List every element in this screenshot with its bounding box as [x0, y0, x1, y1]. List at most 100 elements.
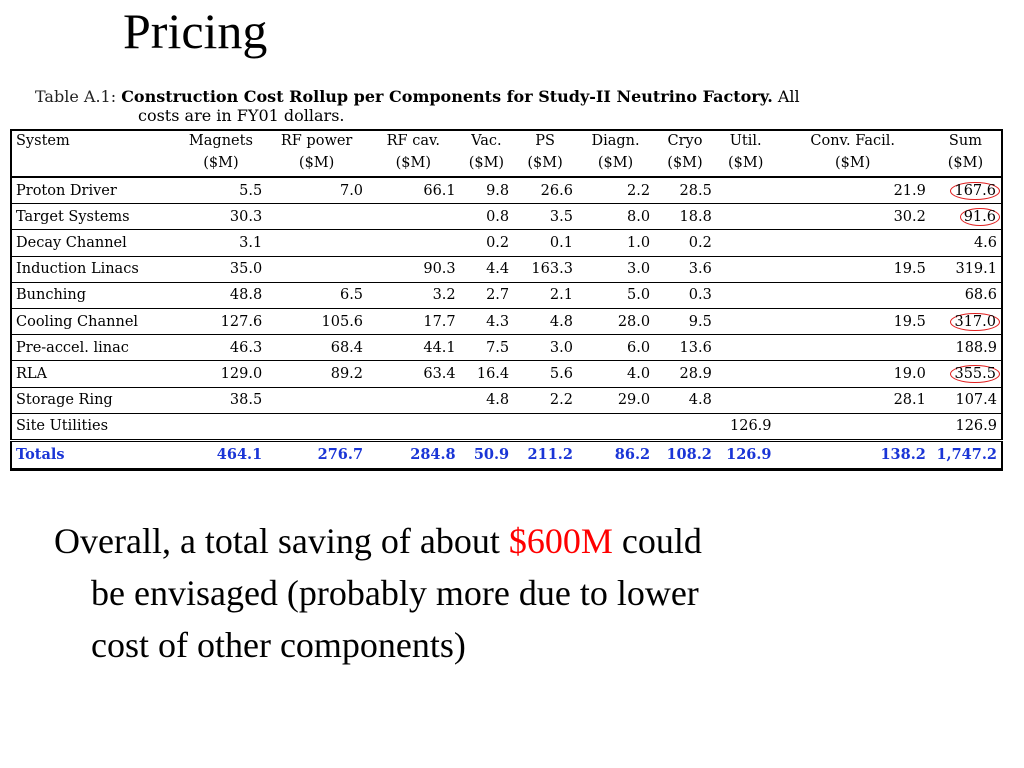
cost-cell: 19.0	[893, 365, 926, 382]
column-unit: ($M)	[597, 155, 634, 171]
cost-cell: 3.1	[239, 234, 263, 251]
cost-cell	[716, 282, 776, 308]
column-header: PS	[535, 133, 555, 149]
system-name-cell: Proton Driver	[16, 182, 117, 199]
table-row: Induction Linacs 35.0 90.3 4.4 163.3 3.0 3.6 19…	[11, 256, 1002, 282]
column-header: Util.	[729, 133, 762, 149]
column-header: Sum	[948, 133, 982, 149]
cost-cell: 126.9	[730, 418, 772, 435]
table-row: Target Systems 30.3 0.8 3.5 8.0 18.8 30.2 91.6	[11, 203, 1002, 230]
system-name-cell: Storage Ring	[16, 392, 113, 409]
table-row: Decay Channel 3.1 0.2 0.1 1.0 0.2 4.6	[11, 229, 1002, 256]
circled-sum: 167.6	[950, 181, 1000, 200]
circled-sum: 355.5	[950, 364, 1000, 383]
cost-cell: 19.5	[893, 261, 926, 278]
system-name-cell: RLA	[16, 365, 48, 382]
cost-cell: 66.1	[423, 182, 456, 199]
column-header: Diagn.	[591, 133, 640, 149]
system-name-cell: Induction Linacs	[16, 261, 139, 278]
cost-cell: 9.8	[486, 182, 510, 199]
column-unit	[11, 154, 176, 177]
system-name-cell: Pre-accel. linac	[16, 339, 129, 356]
column-header: Magnets	[188, 133, 253, 149]
summary-text: Overall, a total saving of about $600M c…	[54, 515, 954, 671]
column-unit: ($M)	[667, 155, 703, 171]
cost-cell	[367, 230, 460, 256]
column-unit: ($M)	[527, 155, 563, 171]
cost-cell	[776, 230, 930, 256]
total-cell: 276.7	[266, 438, 368, 470]
cost-cell: 0.3	[688, 287, 712, 304]
cost-cell: 18.8	[679, 208, 712, 225]
cost-cell: 0.8	[486, 208, 510, 225]
total-cell: 284.8	[367, 438, 460, 470]
cost-cell: 6.0	[627, 339, 651, 356]
cost-cell	[776, 413, 930, 440]
summary-line-2: be envisaged (probably more due to lower	[91, 573, 699, 613]
cost-cell	[716, 204, 776, 230]
cost-cell: 91.6	[930, 204, 1002, 230]
cost-cell: 29.0	[617, 392, 651, 409]
total-cell: 126.9	[715, 438, 776, 470]
cost-cell: 3.5	[549, 208, 573, 225]
total-cell: 1,747.2	[929, 438, 1002, 470]
cost-cell: 4.0	[627, 365, 651, 382]
cost-cell: 38.5	[229, 392, 263, 409]
cost-cell: 28.1	[893, 392, 926, 409]
cost-cell: 2.2	[627, 182, 651, 199]
cost-cell: 126.9	[955, 418, 997, 435]
cost-cell: 167.6	[930, 177, 1002, 204]
system-name-cell: Bunching	[16, 287, 87, 304]
caption-rest: All	[777, 87, 800, 106]
cost-cell	[716, 308, 776, 334]
caption-line-1: Table A.1: Construction Cost Rollup per …	[35, 87, 995, 106]
cost-cell: 89.2	[330, 365, 364, 382]
table-row: Bunching 48.8 6.5 3.2 2.7 2.1 5.0 0.3 68.6	[11, 282, 1002, 308]
cost-cell: 68.4	[330, 339, 364, 356]
column-header: Conv. Facil.	[810, 133, 895, 149]
column-unit: ($M)	[727, 155, 764, 171]
cost-cell: 4.8	[549, 313, 573, 330]
circled-sum: 317.0	[950, 312, 1000, 331]
summary-line-3: cost of other components)	[91, 625, 466, 665]
cost-cell	[367, 413, 460, 440]
cost-cell: 4.3	[486, 313, 510, 330]
total-cell: 108.2	[654, 438, 716, 470]
column-unit: ($M)	[835, 155, 871, 171]
cost-cell: 48.8	[229, 287, 263, 304]
cost-cell	[716, 230, 776, 256]
cost-cell	[266, 230, 367, 256]
cost-cell: 0.1	[549, 234, 573, 251]
cost-cell: 44.1	[423, 339, 456, 356]
cost-cell: 5.5	[239, 182, 263, 199]
cost-cell: 7.0	[339, 182, 364, 199]
cost-cell: 163.3	[531, 261, 573, 278]
cost-cell: 0.2	[688, 234, 712, 251]
units-row: ($M) ($M) ($M) ($M) ($M) ($M) ($M) ($M) ($M) ($M)	[11, 154, 1002, 177]
cost-cell: 1.0	[627, 234, 651, 251]
savings-amount: $600M	[508, 521, 613, 561]
system-name-cell: Cooling Channel	[16, 313, 139, 330]
column-unit: ($M)	[947, 155, 984, 171]
summary-line-1: Overall, a total saving of about $600M c…	[54, 515, 954, 567]
cost-cell	[460, 413, 514, 440]
cost-cell	[266, 413, 367, 440]
cost-cell: 5.6	[549, 365, 573, 382]
cost-cell: 2.2	[549, 392, 573, 409]
caption-title: Construction Cost Rollup per Components …	[121, 87, 773, 106]
table-row: Storage Ring 38.5 4.8 2.2 29.0 4.8 28.1 107.4	[11, 387, 1002, 413]
circled-sum: 91.6	[959, 207, 1000, 226]
cost-cell	[716, 387, 776, 413]
caption-line-2: costs are in FY01 dollars.	[138, 106, 345, 125]
table-row: Site Utilities 126.9 126.9	[11, 413, 1002, 440]
cost-cell: 26.6	[540, 182, 573, 199]
cost-cell: 6.5	[339, 287, 364, 304]
cost-cell	[266, 204, 367, 230]
cost-cell: 90.3	[423, 261, 456, 278]
cost-cell: 28.0	[617, 313, 651, 330]
cost-cell: 9.5	[688, 313, 712, 330]
column-unit: ($M)	[395, 155, 432, 171]
cost-cell: 46.3	[229, 339, 263, 356]
cost-cell: 3.0	[627, 261, 651, 278]
slide-title: Pricing	[123, 3, 268, 59]
